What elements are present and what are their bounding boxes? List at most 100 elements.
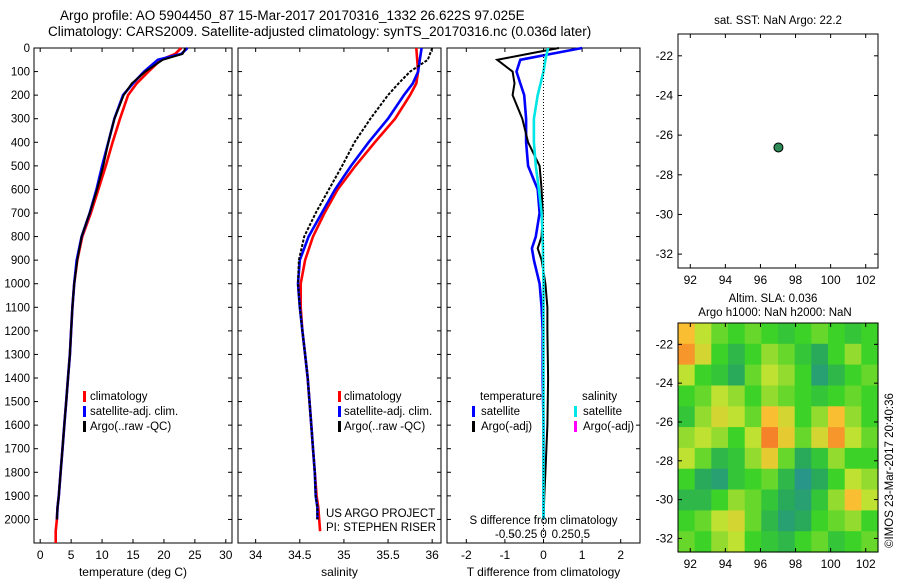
difference-xlabel: T difference from climatology xyxy=(467,565,621,579)
sla-heatmap-cell xyxy=(744,323,762,345)
sla-heatmap-cell xyxy=(694,510,712,532)
difference-top-tick-label: 0.5 xyxy=(574,529,590,541)
sla-heatmap-cell xyxy=(861,447,879,470)
sla-heatmap-cell xyxy=(861,323,879,345)
sla-heatmap-cell xyxy=(794,468,812,491)
sla-heatmap-cell xyxy=(778,531,796,553)
sla-heatmap-cell xyxy=(728,385,746,407)
sst-map-xtick-label: 94 xyxy=(719,273,733,287)
sla-map-xtick-label: 98 xyxy=(789,557,803,571)
legend-swatch xyxy=(338,421,341,432)
difference-top-tick-label: -0.25 xyxy=(511,529,537,541)
sla-heatmap-cell xyxy=(811,447,829,470)
legend-swatch xyxy=(338,391,341,402)
sla-heatmap-cell xyxy=(861,385,879,407)
sla-heatmap-cell xyxy=(811,427,829,449)
sla-heatmap-cell xyxy=(761,385,779,407)
sla-heatmap-cell xyxy=(744,510,762,532)
sla-heatmap-cell xyxy=(761,406,779,428)
sla-heatmap-cell xyxy=(711,510,729,532)
plot-title-line2: Climatology: CARS2009. Satellite-adjuste… xyxy=(48,24,592,39)
sla-heatmap-cell xyxy=(811,364,829,386)
sla-heatmap-cell xyxy=(761,489,779,511)
sla-heatmap-cell xyxy=(694,343,712,366)
sst-map-ytick-label: -26 xyxy=(656,128,674,142)
difference-xtick-label: -2 xyxy=(461,548,472,562)
sla-heatmap-cell xyxy=(794,531,812,553)
sla-heatmap-cell xyxy=(811,406,829,428)
legend-swatch xyxy=(83,406,86,417)
legend-temperature-title: temperature xyxy=(480,391,542,403)
temperature-argo-raw-qc--line xyxy=(55,47,187,520)
salinity-xtick-label: 35.5 xyxy=(376,548,400,562)
difference-xtick-label: 0 xyxy=(540,548,547,562)
depth-tick-label: 1200 xyxy=(4,326,30,338)
sla-heatmap-cell xyxy=(711,531,729,553)
sla-heatmap-cell xyxy=(694,427,712,449)
sla-heatmap-cell xyxy=(828,447,846,470)
sla-heatmap-cell xyxy=(778,447,796,470)
sla-map-xtick-label: 102 xyxy=(856,557,876,571)
depth-tick-label: 2000 xyxy=(4,514,30,526)
sla-map-title: Altim. SLA: 0.036 xyxy=(729,293,818,305)
sla-heatmap-cell xyxy=(744,468,762,491)
pi-annotation: PI: STEPHEN RISER xyxy=(326,522,436,534)
sla-heatmap-cell xyxy=(844,343,862,366)
depth-tick-label: 800 xyxy=(11,232,30,244)
sst-map-xtick-label: 98 xyxy=(789,273,803,287)
sla-heatmap-cell xyxy=(694,531,712,553)
sla-heatmap-cell xyxy=(711,489,729,511)
sla-heatmap-cell xyxy=(744,531,762,553)
depth-tick-label: 900 xyxy=(11,255,30,267)
sla-heatmap-cell xyxy=(711,406,729,428)
sla-heatmap-cell xyxy=(728,468,746,491)
salinity-xtick-label: 35 xyxy=(337,548,351,562)
sla-heatmap-cell xyxy=(811,510,829,532)
sla-heatmap-cell xyxy=(678,323,696,345)
sla-heatmap-cell xyxy=(828,489,846,511)
sla-heatmap-cell xyxy=(694,364,712,386)
difference-temperature-legend-label: Argo(-adj) xyxy=(481,421,532,433)
sla-heatmap-cell xyxy=(744,364,762,386)
salinity-legend-label: satellite-adj. clim. xyxy=(344,406,432,418)
sla-heatmap-cell xyxy=(761,323,779,345)
sla-heatmap-cell xyxy=(861,468,879,491)
depth-tick-label: 1900 xyxy=(4,491,30,503)
sla-heatmap-cell xyxy=(844,385,862,407)
sla-heatmap-cell xyxy=(744,406,762,428)
sla-heatmap-cell xyxy=(728,447,746,470)
salinity-legend-label: climatology xyxy=(344,391,402,403)
depth-tick-label: 0 xyxy=(24,43,30,55)
sla-heatmap-cell xyxy=(678,447,696,470)
sla-heatmap-cell xyxy=(761,364,779,386)
difference-xtick-label: 1 xyxy=(579,548,586,562)
temperature-xtick-label: 0 xyxy=(37,548,44,562)
sst-map-xtick-label: 102 xyxy=(856,273,876,287)
sla-heatmap-cell xyxy=(711,447,729,470)
legend-swatch xyxy=(472,406,475,417)
sla-heatmap-cell xyxy=(778,489,796,511)
sst-map-xtick-label: 100 xyxy=(821,273,841,287)
depth-tick-label: 500 xyxy=(11,161,30,173)
legend-swatch xyxy=(83,391,86,402)
sla-heatmap-cell xyxy=(794,489,812,511)
sla-heatmap-cell xyxy=(794,447,812,470)
depth-tick-label: 700 xyxy=(11,208,30,220)
depth-tick-label: 300 xyxy=(11,114,30,126)
sla-heatmap-cell xyxy=(778,510,796,532)
sla-map-ytick-label: -22 xyxy=(656,337,674,351)
sla-map-xtick-label: 94 xyxy=(719,557,733,571)
sla-heatmap-cell xyxy=(811,489,829,511)
sla-heatmap-cell xyxy=(711,427,729,449)
difference-salinity-legend-label: satellite xyxy=(583,406,622,418)
sla-heatmap-cell xyxy=(744,447,762,470)
temperature-xtick-label: 25 xyxy=(188,548,202,562)
sla-heatmap-cell xyxy=(794,510,812,532)
sst-map-xtick-label: 96 xyxy=(754,273,768,287)
sla-map-ytick-label: -32 xyxy=(656,531,674,545)
temperature-axes-frame xyxy=(33,47,233,544)
legend-swatch xyxy=(83,421,86,432)
legend-salinity-title: salinity xyxy=(582,391,617,403)
difference-xlabel2: S difference from climatology xyxy=(469,515,617,527)
